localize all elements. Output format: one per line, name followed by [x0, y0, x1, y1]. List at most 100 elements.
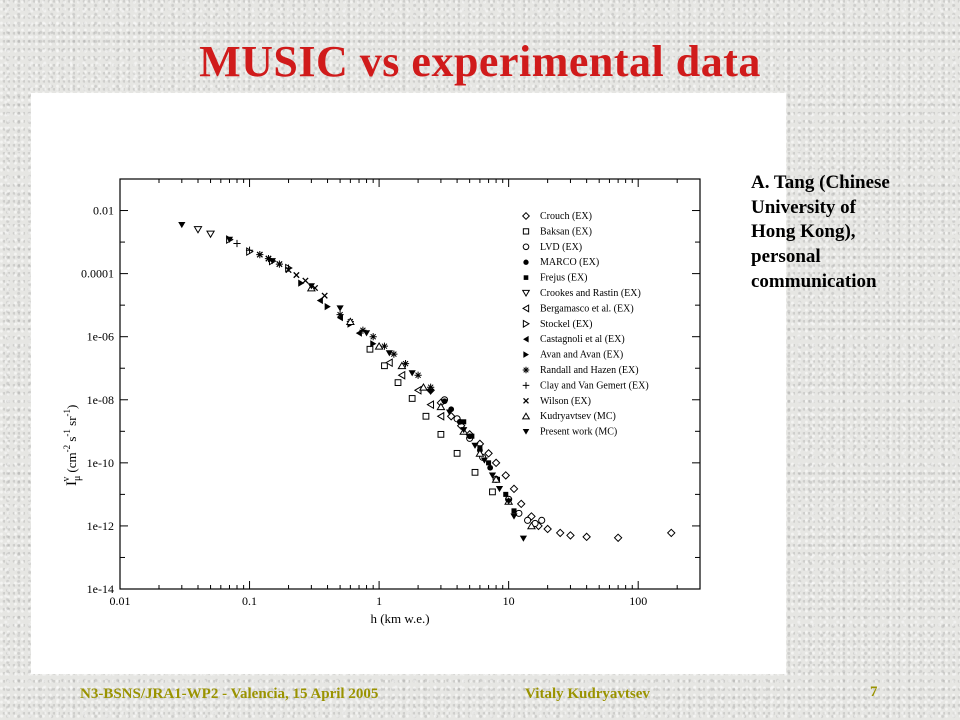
y-tick-label: 1e-12	[87, 519, 114, 533]
data-point	[408, 395, 416, 402]
legend-label: Castagnoli et al (EX)	[540, 334, 625, 345]
y-label-units: (cm	[64, 452, 79, 472]
annotation: A. Tang (Chinese University of Hong Kong…	[751, 171, 951, 294]
legend-label: Stockel (EX)	[540, 319, 593, 330]
data-point	[394, 379, 402, 386]
data-point	[370, 340, 377, 348]
data-point	[414, 371, 422, 379]
data-point	[178, 222, 186, 229]
legend-label: LVD (EX)	[540, 242, 582, 253]
legend-marker	[523, 259, 529, 265]
data-point	[362, 330, 371, 337]
legend: Crouch (EX) Baksan (EX) LVD (EX) MARCO (EX)…	[521, 211, 649, 438]
x-axis-label: h (km w.e.)	[370, 611, 429, 626]
legend-marker	[521, 211, 531, 221]
data-point	[524, 516, 532, 524]
legend-label: Present work (MC)	[540, 427, 617, 438]
data-point	[487, 464, 494, 471]
footer-event: N3-BSNS/JRA1-WP2 - Valencia, 15 April 20…	[80, 686, 379, 702]
y-axis-ticks: 0.01 0.0001 1e-06 1e-08 1e-10 1e-12 1e-14	[81, 178, 700, 596]
data-point	[484, 449, 493, 458]
data-point	[408, 370, 416, 377]
legend-label: Kudryavtsev (MC)	[540, 411, 616, 422]
data-point	[486, 460, 492, 466]
plot-panel: 0.01 0.1 1 10 100 0.01 0.0001 1e-06 1e-08 1e-10 1…	[31, 93, 786, 674]
legend-marker	[522, 243, 530, 251]
data-point	[397, 370, 406, 380]
data-point	[381, 362, 388, 370]
y-label-units-sup2: -1	[62, 429, 72, 437]
legend-marker	[522, 366, 530, 374]
data-point	[471, 468, 479, 476]
chart-svg: 0.01 0.1 1 10 100 0.01 0.0001 1e-06 1e-08 1e-10 1…	[61, 178, 701, 626]
legend-label: Wilson (EX)	[540, 396, 591, 407]
data-point	[385, 358, 393, 368]
data-point	[582, 532, 591, 542]
data-point	[385, 350, 393, 357]
data-point	[446, 411, 456, 421]
data-point	[268, 258, 276, 265]
data-point	[355, 329, 362, 337]
data-point	[566, 531, 575, 540]
data-point	[193, 226, 203, 234]
data-point	[491, 475, 501, 483]
legend-label: Clay and Van Gemert (EX)	[540, 380, 649, 391]
y-tick-label: 1e-10	[87, 456, 114, 470]
data-point	[369, 333, 377, 341]
data-point	[293, 271, 300, 279]
data-point	[285, 266, 292, 274]
legend-label: Randall and Hazen (EX)	[540, 365, 639, 376]
y-tick-label: 0.0001	[81, 267, 114, 281]
data-point	[437, 430, 445, 438]
data-point	[543, 524, 552, 534]
data-point	[426, 400, 435, 410]
legend-marker	[522, 428, 530, 435]
legend-marker	[522, 319, 530, 328]
data-point	[526, 521, 536, 530]
plot-border	[119, 178, 701, 590]
x-tick-label: 1	[376, 594, 382, 608]
data-point	[555, 528, 565, 538]
data-point	[666, 528, 676, 538]
data-point	[374, 341, 384, 350]
data-point	[225, 236, 234, 243]
data-point	[516, 499, 526, 509]
legend-label: Crookes and Rastin (EX)	[540, 288, 641, 299]
data-point	[491, 458, 501, 468]
legend-marker	[523, 351, 529, 358]
data-point	[475, 449, 485, 457]
y-tick-label: 1e-06	[87, 330, 114, 344]
data-point	[480, 457, 489, 464]
data-point	[489, 488, 496, 496]
data-point	[453, 449, 461, 457]
y-label-units-sup3: -1	[62, 409, 72, 417]
annotation-line: personal	[751, 246, 821, 268]
annotation-line: University of	[751, 196, 857, 218]
data-point	[345, 317, 355, 326]
data-point	[324, 302, 331, 311]
data-point	[441, 398, 448, 405]
data-point	[302, 277, 309, 284]
data-point	[245, 246, 254, 254]
data-point	[359, 326, 367, 334]
data-point	[206, 230, 216, 239]
legend-label: MARCO (EX)	[540, 257, 599, 268]
data-point	[401, 360, 410, 368]
legend-label: Baksan (EX)	[540, 226, 592, 237]
y-tick-label: 1e-08	[87, 393, 114, 407]
data-point	[422, 412, 430, 420]
x-tick-label: 0.1	[242, 594, 257, 608]
data-point	[519, 535, 528, 542]
x-axis-ticks: 0.01 0.1 1 10 100	[110, 179, 701, 608]
data-point	[316, 296, 323, 305]
data-point	[233, 239, 241, 248]
data-point	[298, 279, 305, 287]
data-point	[477, 445, 483, 451]
data-point	[276, 260, 283, 268]
annotation-line: communication	[751, 270, 877, 292]
y-label-units-mid2: sr	[64, 416, 79, 429]
data-point	[418, 382, 428, 391]
legend-marker	[523, 275, 529, 280]
legend-label: Bergamasco et al. (EX)	[540, 303, 634, 314]
data-points	[178, 222, 676, 543]
